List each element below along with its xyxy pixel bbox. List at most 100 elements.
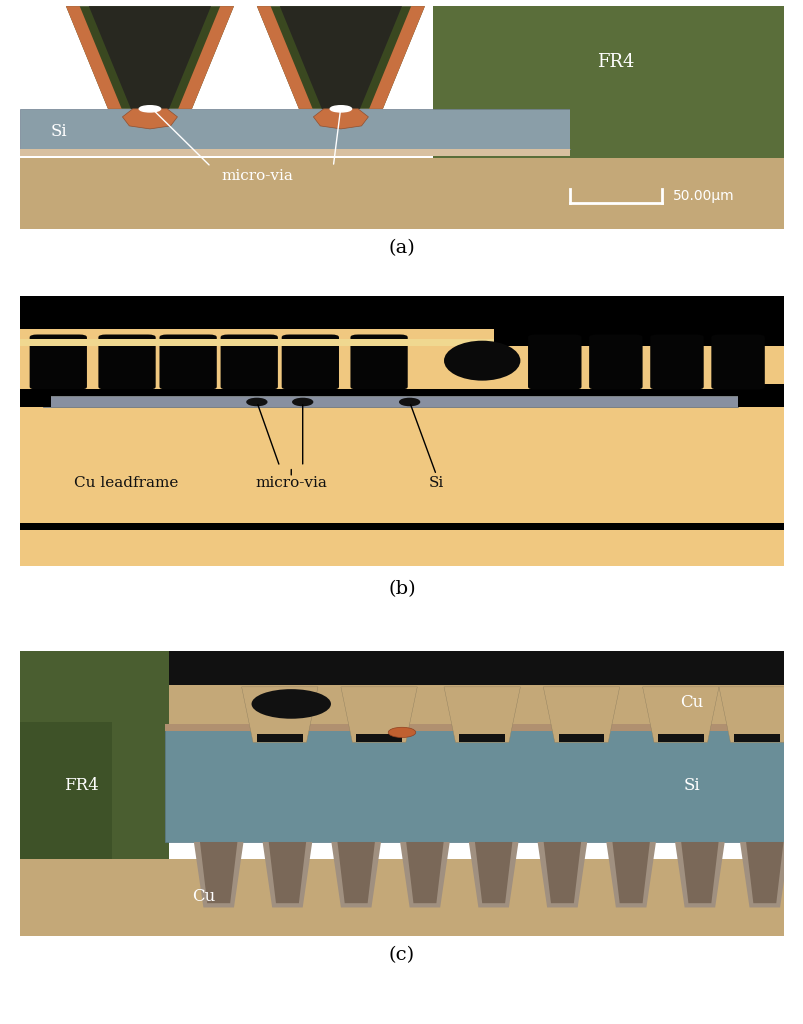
Polygon shape xyxy=(642,687,718,742)
Polygon shape xyxy=(543,842,581,903)
Ellipse shape xyxy=(443,341,520,381)
FancyBboxPatch shape xyxy=(711,335,764,389)
FancyBboxPatch shape xyxy=(632,335,690,389)
Text: micro-via: micro-via xyxy=(221,169,292,183)
Bar xyxy=(356,734,402,742)
Circle shape xyxy=(292,398,312,406)
FancyBboxPatch shape xyxy=(650,335,703,389)
Polygon shape xyxy=(257,6,424,109)
Circle shape xyxy=(399,398,419,406)
Polygon shape xyxy=(257,6,312,109)
Polygon shape xyxy=(313,109,368,129)
FancyBboxPatch shape xyxy=(589,335,642,389)
Text: 50.00μm: 50.00μm xyxy=(672,188,734,203)
Polygon shape xyxy=(66,6,234,109)
Text: Si: Si xyxy=(683,776,699,794)
Polygon shape xyxy=(268,842,306,903)
Polygon shape xyxy=(331,842,381,907)
Text: Si: Si xyxy=(51,123,67,139)
FancyBboxPatch shape xyxy=(281,335,339,389)
Bar xyxy=(459,734,504,742)
Bar xyxy=(165,724,783,731)
Polygon shape xyxy=(200,842,237,903)
Bar xyxy=(20,651,169,936)
FancyBboxPatch shape xyxy=(510,335,568,389)
FancyBboxPatch shape xyxy=(98,335,156,389)
Bar xyxy=(20,723,112,936)
Circle shape xyxy=(139,105,161,112)
FancyBboxPatch shape xyxy=(528,335,581,389)
Text: Si: Si xyxy=(428,476,443,490)
Bar xyxy=(733,734,779,742)
Polygon shape xyxy=(475,842,512,903)
Polygon shape xyxy=(337,842,374,903)
FancyBboxPatch shape xyxy=(693,335,751,389)
Bar xyxy=(20,651,783,687)
Text: Cu: Cu xyxy=(680,694,703,711)
Polygon shape xyxy=(745,842,783,903)
Bar xyxy=(165,728,783,842)
Polygon shape xyxy=(739,842,789,907)
Text: (a): (a) xyxy=(388,239,415,257)
Polygon shape xyxy=(400,842,449,907)
Polygon shape xyxy=(605,842,655,907)
Text: (b): (b) xyxy=(388,580,415,598)
Bar xyxy=(20,158,783,229)
Polygon shape xyxy=(443,687,520,742)
Circle shape xyxy=(330,105,351,112)
Polygon shape xyxy=(369,6,424,109)
Text: (c): (c) xyxy=(389,946,414,965)
Polygon shape xyxy=(543,687,619,742)
Bar xyxy=(657,734,703,742)
Polygon shape xyxy=(279,6,402,109)
Polygon shape xyxy=(66,6,121,109)
Circle shape xyxy=(388,727,415,737)
Bar xyxy=(752,384,783,407)
Text: FR4: FR4 xyxy=(63,776,99,794)
Bar xyxy=(432,6,783,229)
Circle shape xyxy=(251,689,331,719)
Bar xyxy=(493,389,783,396)
Polygon shape xyxy=(406,842,443,903)
Bar xyxy=(493,329,783,389)
Text: Cu: Cu xyxy=(192,888,214,904)
Bar xyxy=(20,395,783,524)
Polygon shape xyxy=(122,109,177,129)
FancyBboxPatch shape xyxy=(571,335,629,389)
Bar xyxy=(737,391,783,408)
Bar xyxy=(20,389,783,396)
Bar xyxy=(20,685,783,742)
Bar xyxy=(20,109,569,150)
Polygon shape xyxy=(675,842,724,907)
FancyBboxPatch shape xyxy=(350,335,407,389)
Polygon shape xyxy=(468,842,518,907)
Polygon shape xyxy=(178,6,234,109)
Bar xyxy=(20,329,783,389)
Polygon shape xyxy=(241,687,318,742)
Polygon shape xyxy=(263,842,312,907)
Bar xyxy=(558,734,604,742)
Bar xyxy=(569,109,783,150)
Polygon shape xyxy=(88,6,210,109)
FancyBboxPatch shape xyxy=(220,335,278,389)
Text: FR4: FR4 xyxy=(597,53,634,71)
Bar xyxy=(20,339,783,345)
Polygon shape xyxy=(718,687,794,742)
Bar xyxy=(20,296,783,345)
Bar xyxy=(20,530,783,566)
Bar xyxy=(493,296,783,345)
Bar xyxy=(43,396,737,408)
FancyBboxPatch shape xyxy=(30,335,87,389)
Bar xyxy=(20,523,783,530)
Polygon shape xyxy=(680,842,718,903)
Circle shape xyxy=(247,398,267,406)
Polygon shape xyxy=(340,687,417,742)
Text: Cu leadframe: Cu leadframe xyxy=(74,476,177,490)
FancyBboxPatch shape xyxy=(159,335,217,389)
Text: micro-via: micro-via xyxy=(255,476,327,490)
Bar xyxy=(20,392,51,407)
Bar xyxy=(20,150,569,156)
Bar xyxy=(257,734,302,742)
Bar xyxy=(20,859,783,936)
Polygon shape xyxy=(537,842,586,907)
